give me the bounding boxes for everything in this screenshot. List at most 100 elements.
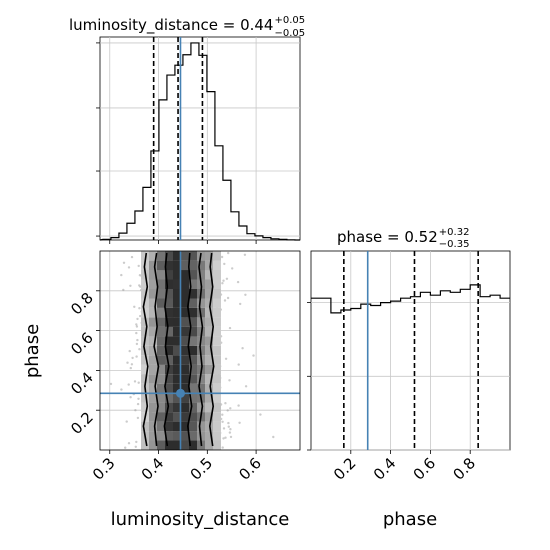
ld-hist-xticks <box>109 240 257 244</box>
joint-point <box>229 435 233 439</box>
joint-density-cell <box>181 355 189 365</box>
joint-point <box>244 385 248 388</box>
joint-density-cell <box>189 364 197 375</box>
joint-density-cell <box>173 383 181 394</box>
joint-density-cell <box>165 336 173 346</box>
joint-density-cell <box>181 251 189 261</box>
joint-point <box>109 382 113 386</box>
joint-density-cell <box>157 270 165 280</box>
joint-density-cell <box>165 270 173 280</box>
joint-density-cell <box>205 440 213 450</box>
joint-density-cell <box>149 421 157 432</box>
joint-point <box>129 366 132 370</box>
joint-ytick-label: 0.2 <box>67 408 97 438</box>
joint-density-cell <box>165 393 173 403</box>
joint-point <box>252 354 255 357</box>
joint-density-cell <box>157 317 165 327</box>
joint-density-cell <box>213 279 221 289</box>
joint-point <box>244 293 247 296</box>
joint-point <box>120 388 123 391</box>
joint-density-cell <box>149 402 157 413</box>
joint-density-cell <box>141 421 149 432</box>
joint-density-cell <box>181 412 189 422</box>
joint-density-cell <box>141 289 149 299</box>
joint-point <box>129 396 132 399</box>
joint-density-cell <box>157 383 165 394</box>
joint-point <box>137 397 140 400</box>
phase-hist-step-line <box>311 284 510 314</box>
joint-point <box>138 307 141 310</box>
joint-density-cell <box>141 279 149 289</box>
joint-density-cell <box>149 440 157 450</box>
joint-point <box>129 284 132 287</box>
joint-density-cell <box>213 355 221 365</box>
joint-density-cell <box>173 402 181 413</box>
joint-density-cell <box>205 393 213 403</box>
joint-point <box>227 425 230 428</box>
joint-density-cell <box>149 317 157 327</box>
joint-point <box>224 357 228 360</box>
joint-density-cell <box>213 402 221 413</box>
joint-ytick-label: 0.6 <box>67 329 97 359</box>
joint-density-cell <box>189 326 197 337</box>
joint-density-cell <box>181 421 189 432</box>
joint-point <box>137 381 140 384</box>
phase-hist-xticks: 0.2 0.4 0.6 0.8 <box>330 450 479 484</box>
joint-density-cell <box>205 317 213 327</box>
joint-point <box>221 282 224 285</box>
joint-density-cell <box>189 431 197 441</box>
joint-point <box>133 305 136 308</box>
y-axis-label-phase: phase <box>22 324 43 378</box>
joint-point <box>134 445 137 448</box>
joint-density-cell <box>213 364 221 375</box>
joint-point <box>223 262 226 266</box>
joint-density-cell <box>213 336 221 346</box>
joint-density-cell <box>213 260 221 271</box>
joint-point <box>136 338 139 342</box>
joint-point <box>225 277 229 280</box>
joint-point <box>221 446 224 449</box>
joint-point <box>221 420 224 423</box>
joint-density-cell <box>173 251 181 261</box>
joint-point <box>272 435 275 439</box>
joint-point <box>128 349 131 353</box>
joint-density-cell <box>149 374 157 384</box>
joint-density-cell <box>197 374 205 384</box>
joint-density-cell <box>205 279 213 289</box>
joint-density-cell <box>149 298 157 308</box>
joint-point <box>241 347 244 350</box>
joint-density-cell <box>149 251 157 261</box>
joint-density-cell <box>173 298 181 308</box>
joint-density-cell <box>189 412 197 422</box>
joint-density-cell <box>189 374 197 384</box>
joint-density-cell <box>149 289 157 299</box>
luminosity-distance-histogram-panel: luminosity_distance = 0.44 +0.05 −0.05 <box>69 15 305 244</box>
joint-density-cell <box>205 412 213 422</box>
joint-point <box>136 416 140 420</box>
ld-hist-yticks <box>96 42 100 237</box>
joint-density-cell <box>141 374 149 384</box>
joint-density-cell <box>173 412 181 422</box>
joint-density-cell <box>213 326 221 337</box>
joint-density-cell <box>213 317 221 327</box>
joint-density-cell <box>205 374 213 384</box>
phase-title-name: phase <box>337 228 382 246</box>
joint-density-cell <box>157 336 165 346</box>
joint-truth-point <box>175 388 185 398</box>
joint-density-cell <box>213 289 221 299</box>
joint-density-cell <box>165 307 173 318</box>
joint-density-cell <box>165 279 173 289</box>
x-axis-label-phase: phase <box>383 509 437 530</box>
joint-density-cell <box>149 326 157 337</box>
joint-density-cell <box>189 345 197 356</box>
joint-density-cell <box>173 421 181 432</box>
joint-point <box>228 326 232 330</box>
joint-density-cell <box>181 440 189 450</box>
joint-density-cell <box>181 393 189 403</box>
joint-density-cell <box>205 336 213 346</box>
joint-point <box>224 436 227 439</box>
joint-density-cell <box>213 270 221 280</box>
phase-hist-xtick-label: 0.6 <box>410 454 440 484</box>
phase-hist-xtick-label: 0.4 <box>370 454 400 484</box>
joint-density-cell <box>157 355 165 365</box>
